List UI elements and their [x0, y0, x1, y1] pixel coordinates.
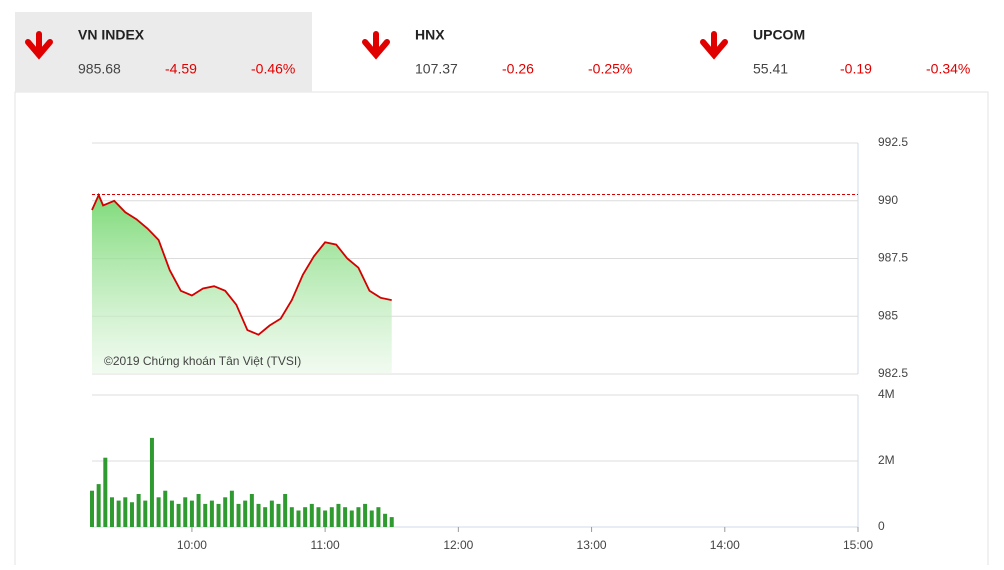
tab-name: UPCOM [753, 27, 805, 43]
volume-bar [129, 502, 134, 527]
volume-bar [309, 503, 314, 527]
volume-bar [263, 507, 268, 527]
tab-change: -0.26 [502, 61, 534, 77]
volume-bar [363, 503, 368, 527]
tab-change: -4.59 [165, 61, 197, 77]
volume-bar [196, 494, 201, 527]
tab-value: 985.68 [78, 61, 121, 77]
volume-bar [289, 507, 294, 527]
volume-bar [303, 507, 308, 527]
x-tick-label: 15:00 [843, 538, 873, 552]
y-tick-label: 992.5 [878, 135, 908, 149]
chart-line: 992.5 990 987.5 985 982.5 ©2019 Chứng khoán T… [91, 135, 908, 380]
volume-bar [236, 503, 241, 527]
volume-bar [216, 503, 221, 527]
volume-bar [296, 510, 301, 527]
tab-name: HNX [415, 27, 445, 43]
volume-bar [163, 490, 168, 527]
annotation: ©2019 Chứng khoán Tân Việt (TVSI) [104, 354, 301, 368]
volume-bar [169, 500, 174, 527]
x-tick-label: 11:00 [311, 538, 340, 552]
volume-bar [276, 503, 281, 527]
x-tick-label: 13:00 [577, 538, 607, 552]
volume-bar [143, 500, 148, 527]
volume-bar [229, 490, 234, 527]
x-tick-label: 10:00 [177, 538, 207, 552]
volume-bar [329, 507, 334, 527]
tab-value: 55.41 [753, 61, 788, 77]
volume-bar [256, 503, 261, 527]
y-tick-label: 2M [878, 453, 895, 467]
volume-bar [269, 500, 274, 527]
tab-background [15, 12, 312, 92]
volume-bar [156, 497, 161, 527]
volume-bar [189, 500, 194, 527]
down-arrow-icon [25, 31, 53, 60]
chart-bar: 4M 2M 0 10:00 11:00 12:00 13:00 14:00 15:00 [90, 387, 895, 552]
volume-bar [343, 507, 348, 527]
volume-bar [136, 494, 141, 527]
volume-bar [96, 484, 101, 527]
tab[interactable]: HNX 107.37 -0.26 -0.25% [362, 27, 632, 77]
volume-bar [203, 503, 208, 527]
x-tick-label: 14:00 [710, 538, 740, 552]
volume-bar [149, 437, 154, 527]
tab-name: VN INDEX [78, 27, 145, 43]
volume-bar [356, 507, 361, 527]
y-tick-label: 985 [878, 308, 898, 322]
down-arrow-icon [362, 31, 390, 60]
price-line [91, 192, 392, 336]
volume-bar [383, 513, 388, 527]
tab[interactable]: VN INDEX 985.68 -4.59 -0.46% [15, 12, 312, 92]
volume-bar [249, 494, 254, 527]
volume-bar [176, 503, 181, 527]
y-tick-label: 990 [878, 193, 898, 207]
y-tick-label: 0 [878, 519, 885, 533]
volume-bar [316, 507, 321, 527]
price-area [92, 195, 392, 374]
tab-percent: -0.46% [251, 61, 295, 77]
tab-percent: -0.34% [926, 61, 970, 77]
volume-bar [389, 517, 394, 527]
volume-bar [223, 497, 228, 527]
volume-bar [336, 503, 341, 527]
tab-change: -0.19 [840, 61, 872, 77]
volume-bar [283, 494, 288, 527]
volume-bar [183, 497, 188, 527]
volume-bar [376, 507, 381, 527]
y-tick-label: 982.5 [878, 366, 908, 380]
volume-bar [209, 500, 214, 527]
tab[interactable]: UPCOM 55.41 -0.19 -0.34% [700, 27, 970, 77]
x-tick-label: 12:00 [443, 538, 473, 552]
tab-bar: VN INDEX 985.68 -4.59 -0.46% HNX 107.37 -0.26 -… [15, 12, 970, 92]
volume-bar [369, 510, 374, 527]
y-tick-label: 987.5 [878, 251, 908, 265]
tab-percent: -0.25% [588, 61, 632, 77]
down-arrow-icon [700, 31, 728, 60]
volume-bar [90, 490, 94, 527]
volume-bar [109, 497, 114, 527]
volume-bar [103, 457, 108, 527]
volume-bar [349, 510, 354, 527]
volume-bar [116, 500, 121, 527]
y-tick-label: 4M [878, 387, 895, 401]
volume-bar [123, 497, 128, 527]
tab-value: 107.37 [415, 61, 458, 77]
charts: 992.5 990 987.5 985 982.5 ©2019 Chứng khoán T… [90, 135, 908, 552]
volume-bar [323, 510, 328, 527]
volume-bar [243, 500, 248, 527]
